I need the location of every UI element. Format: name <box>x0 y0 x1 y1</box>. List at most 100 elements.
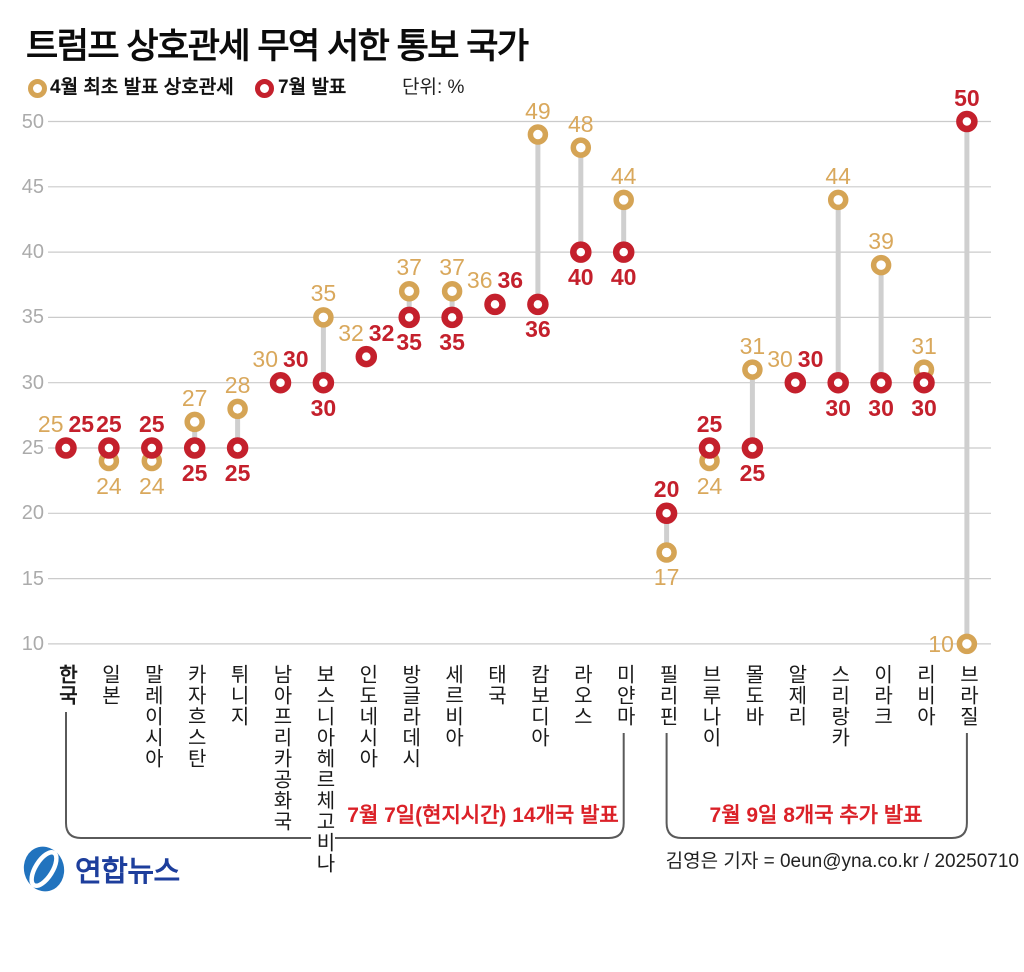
july-marker-1 <box>98 437 120 459</box>
april-value-label-15: 24 <box>697 473 723 499</box>
april-value-label-12: 48 <box>568 111 594 137</box>
july-legend-label: 7월 발표 <box>278 77 347 98</box>
july-value-label-9: 35 <box>439 329 465 355</box>
country-label-4: 튀니지 <box>225 664 250 729</box>
unit-label: 단위: % <box>402 77 465 98</box>
april-value-6: 35 <box>310 280 337 307</box>
july-value-8: 35 <box>396 329 422 356</box>
april-value-1: 24 <box>96 473 122 500</box>
april-value-3: 27 <box>181 384 208 411</box>
july-value-label-13: 40 <box>611 264 637 290</box>
value-pair-10: 36 36 <box>467 267 523 293</box>
y-tick-50: 50 <box>21 110 44 133</box>
july-marker-5 <box>269 371 292 394</box>
april-marker-4 <box>227 398 248 420</box>
july-value-label-6: 30 <box>311 395 337 421</box>
july-value-label-8: 35 <box>396 329 422 355</box>
country-label-19: 이라크 <box>869 664 894 729</box>
country-label-6: 보스니아헤르체고비나 <box>311 664 336 876</box>
country-label-16: 몰도바 <box>740 664 765 729</box>
y-tick-20: 20 <box>21 502 44 525</box>
july-marker-14 <box>655 502 678 525</box>
country-label-10: 태국 <box>483 664 507 708</box>
april-marker-6 <box>313 307 334 328</box>
april-value-label-8: 37 <box>396 254 422 280</box>
country-label-3: 카자흐스탄 <box>182 664 207 771</box>
country-label-2: 말레이시아 <box>139 664 164 771</box>
april-marker-13 <box>613 189 634 211</box>
april-value-label-20: 31 <box>911 333 937 359</box>
april-value-label-4: 28 <box>225 372 251 398</box>
july-marker-17 <box>784 371 807 394</box>
april-value-label-11: 49 <box>525 98 551 124</box>
july-value-label-16: 25 <box>740 460 766 486</box>
april-value-12: 48 <box>568 110 594 137</box>
july-marker-20 <box>913 371 935 394</box>
country-label-14: 필리핀 <box>654 664 679 729</box>
april-value-14: 17 <box>653 564 680 591</box>
april-marker-16 <box>742 359 763 380</box>
july-marker-11 <box>527 293 549 316</box>
april-value-20: 31 <box>911 332 937 359</box>
y-tick-30: 30 <box>21 371 44 394</box>
april-value-19: 39 <box>868 228 894 255</box>
april-value-2: 24 <box>139 473 165 500</box>
july-marker-3 <box>183 437 206 459</box>
april-marker-21 <box>956 633 978 655</box>
country-label-11: 캄보디아 <box>525 664 550 750</box>
july-value-1: 25 <box>96 411 122 437</box>
april-value-label-9: 37 <box>439 254 465 280</box>
yonhap-logo-text: 연합뉴스 <box>75 856 180 888</box>
country-label-12: 라오스 <box>568 664 593 729</box>
july-value-label-20: 30 <box>911 395 937 421</box>
july-marker-2 <box>141 437 163 459</box>
country-label-5: 남아프리카공화국 <box>268 664 293 834</box>
value-pair-17: 30 30 <box>767 346 823 372</box>
july-value-20: 30 <box>911 394 937 421</box>
july-value-11: 36 <box>525 316 551 343</box>
april-value-16: 31 <box>739 332 766 359</box>
july-value-21: 50 <box>954 84 980 111</box>
july-value-label-15: 25 <box>697 411 723 437</box>
april-marker-12 <box>570 137 592 158</box>
country-label-0: 한국 <box>54 664 78 708</box>
country-label-8: 방글라데시 <box>397 664 422 771</box>
april-value-17: 30 <box>767 345 793 372</box>
group-bracket-1 <box>665 733 968 839</box>
april-value-10: 36 <box>466 267 493 294</box>
july-legend-ring-icon <box>255 79 274 98</box>
april-value-4: 28 <box>224 371 251 398</box>
july-marker-4 <box>226 437 249 459</box>
country-label-15: 브루나이 <box>697 664 722 750</box>
july-value-7: 32 <box>368 319 395 346</box>
y-tick-35: 35 <box>21 306 44 329</box>
july-value-15: 25 <box>696 411 723 437</box>
july-value-label-3: 25 <box>182 460 208 486</box>
value-pair-0: 25 25 <box>38 411 94 437</box>
legend: 4월 최초 발표 상호관세 7월 발표 단위: % <box>0 76 1024 104</box>
april-value-13: 44 <box>610 162 637 189</box>
april-value-label-19: 39 <box>868 228 894 254</box>
country-label-21: 브라질 <box>954 664 979 729</box>
page-title: 트럼프 상호관세 무역 서한 통보 국가 <box>26 27 529 66</box>
april-value-15: 24 <box>696 473 723 500</box>
july-value-12: 40 <box>568 264 594 291</box>
july-value-label-2: 25 <box>139 411 165 437</box>
july-value-label-4: 25 <box>225 460 251 486</box>
y-tick-25: 25 <box>21 437 44 459</box>
july-marker-7 <box>355 345 378 368</box>
july-value-0: 25 <box>68 411 95 437</box>
july-marker-13 <box>612 241 635 263</box>
april-marker-18 <box>827 189 849 211</box>
group-bracket-label-1: 7월 9일 8개국 추가 발표 <box>709 804 923 827</box>
april-value-label-6: 35 <box>311 280 337 306</box>
value-pair-7: 32 32 <box>338 320 394 346</box>
april-value-7: 32 <box>338 319 364 346</box>
country-label-20: 리비아 <box>912 664 936 729</box>
country-label-13: 미얀마 <box>611 664 636 729</box>
group-bracket-label-0: 7월 7일(현지시간) 14개국 발표 <box>347 804 619 827</box>
july-value-label-21: 50 <box>954 85 980 111</box>
july-marker-15 <box>698 437 721 459</box>
